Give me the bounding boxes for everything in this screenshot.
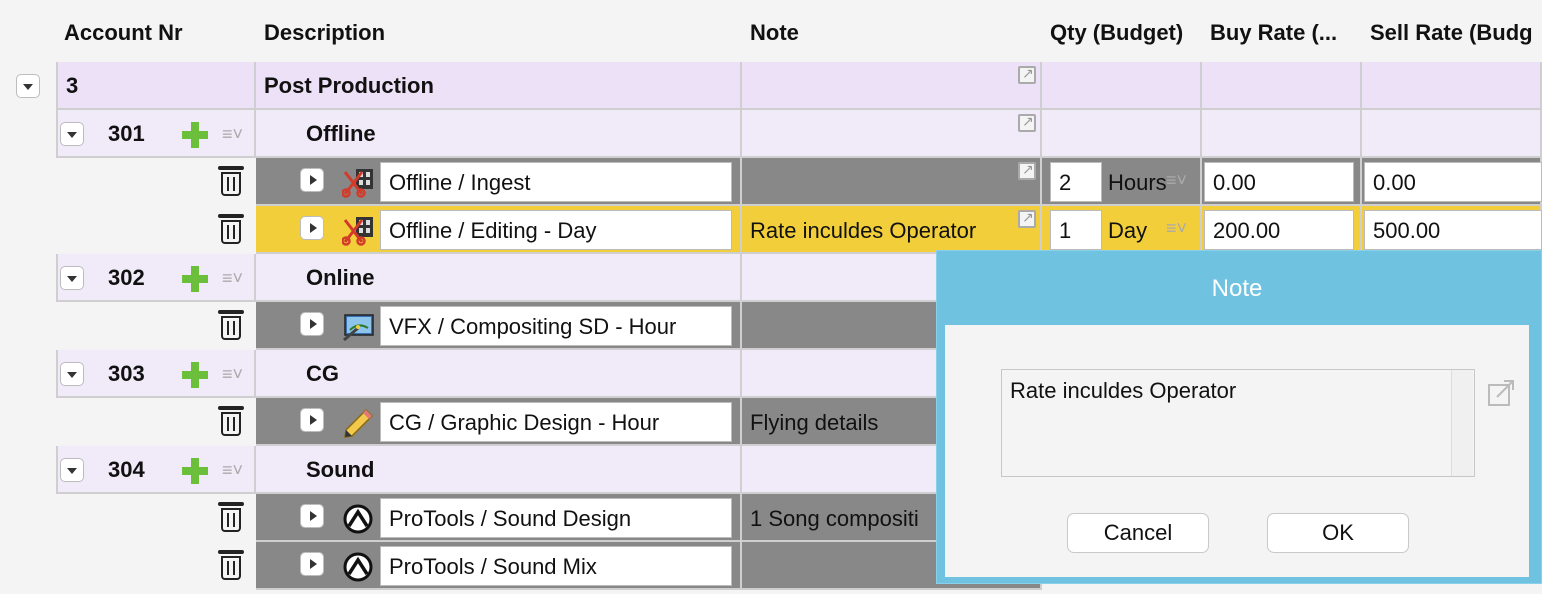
col-qty[interactable]: Qty (Budget) [1050, 20, 1184, 45]
group-row: 301 ≡˅ Offline [0, 110, 1542, 158]
table-header: Account Nr Description Note Qty (Budget)… [0, 0, 1542, 62]
sell-rate-field[interactable]: 0.00 [1364, 162, 1542, 202]
collapse-toggle[interactable] [16, 74, 40, 98]
unit-select[interactable]: Hours [1108, 170, 1167, 195]
trash-icon[interactable] [218, 310, 244, 342]
expand-toggle[interactable] [300, 312, 324, 336]
expand-toggle[interactable] [300, 168, 324, 192]
add-item-icon[interactable] [180, 120, 210, 150]
expand-note-icon[interactable] [1018, 209, 1036, 228]
unit-select[interactable]: Day [1108, 218, 1148, 243]
note-cell[interactable] [742, 158, 1042, 206]
col-buy-rate[interactable]: Buy Rate (... [1210, 20, 1338, 45]
trash-icon[interactable] [218, 406, 244, 438]
monitor-wand-icon [343, 314, 374, 342]
qty-field[interactable]: 1 [1050, 210, 1102, 250]
account-nr: 302 [108, 265, 145, 290]
cancel-button[interactable]: Cancel [1067, 513, 1209, 553]
unit-menu-icon[interactable]: ≡˅ [1166, 218, 1188, 238]
buy-rate-field[interactable]: 200.00 [1204, 210, 1354, 250]
group-title: Offline [306, 121, 376, 146]
ok-button[interactable]: OK [1267, 513, 1409, 553]
description-field[interactable]: Offline / Editing - Day [380, 210, 732, 250]
add-item-icon[interactable] [180, 360, 210, 390]
collapse-toggle[interactable] [60, 362, 84, 386]
film-scissors-icon [342, 169, 373, 198]
group-title: Online [306, 265, 375, 290]
trash-icon[interactable] [218, 214, 244, 246]
textarea-scrollbar[interactable] [1451, 370, 1473, 476]
col-description[interactable]: Description [264, 20, 386, 45]
description-field[interactable]: CG / Graphic Design - Hour [380, 402, 732, 442]
dialog-title: Note [1211, 275, 1263, 302]
row-menu-icon[interactable]: ≡˅ [222, 364, 244, 384]
row-menu-icon[interactable]: ≡˅ [222, 124, 244, 144]
col-note[interactable]: Note [750, 20, 799, 45]
expand-toggle[interactable] [300, 504, 324, 528]
collapse-toggle[interactable] [60, 266, 84, 290]
description-field[interactable]: ProTools / Sound Mix [380, 546, 732, 586]
unit-menu-icon[interactable]: ≡˅ [1166, 170, 1188, 190]
description-field[interactable]: VFX / Compositing SD - Hour [380, 306, 732, 346]
expand-note-icon[interactable] [1018, 161, 1036, 180]
section-title: Post Production [264, 73, 434, 98]
protools-icon [343, 552, 373, 582]
description-field[interactable]: ProTools / Sound Design [380, 498, 732, 538]
collapse-toggle[interactable] [60, 122, 84, 146]
section-row: 3 Post Production [0, 62, 1542, 110]
account-nr: 304 [108, 457, 145, 482]
expand-note-icon[interactable] [1018, 113, 1036, 132]
expand-toggle[interactable] [300, 552, 324, 576]
row-menu-icon[interactable]: ≡˅ [222, 268, 244, 288]
note-textarea[interactable]: Rate inculdes Operator [1001, 369, 1475, 477]
add-item-icon[interactable] [180, 456, 210, 486]
account-nr: 301 [108, 121, 145, 146]
group-title: Sound [306, 457, 375, 482]
trash-icon[interactable] [218, 166, 244, 198]
qty-field[interactable]: 2 [1050, 162, 1102, 202]
trash-icon[interactable] [218, 502, 244, 534]
protools-icon [343, 504, 373, 534]
item-row: Offline / Ingest 2 Hours ≡˅ 0.00 0.00 [0, 158, 1542, 206]
expand-note-icon[interactable] [1487, 379, 1515, 407]
group-title: CG [306, 361, 339, 386]
collapse-toggle[interactable] [60, 458, 84, 482]
row-menu-icon[interactable]: ≡˅ [222, 460, 244, 480]
add-item-icon[interactable] [180, 264, 210, 294]
note-cell[interactable]: Rate inculdes Operator [742, 206, 1042, 254]
dialog-body: Rate inculdes Operator Cancel OK [945, 325, 1529, 577]
film-scissors-icon [342, 217, 373, 246]
expand-toggle[interactable] [300, 408, 324, 432]
expand-note-icon[interactable] [1018, 65, 1036, 84]
sell-rate-field[interactable]: 500.00 [1364, 210, 1542, 250]
description-field[interactable]: Offline / Ingest [380, 162, 732, 202]
col-sell-rate[interactable]: Sell Rate (Budg [1370, 20, 1533, 45]
account-nr: 3 [66, 73, 79, 98]
account-nr: 303 [108, 361, 145, 386]
col-account-nr[interactable]: Account Nr [64, 20, 183, 45]
note-dialog: Note Rate inculdes Operator Cancel OK [936, 250, 1542, 584]
pencil-icon [344, 408, 374, 438]
trash-icon[interactable] [218, 550, 244, 582]
item-row-selected: Offline / Editing - Day Rate inculdes Op… [0, 206, 1542, 254]
expand-toggle[interactable] [300, 216, 324, 240]
buy-rate-field[interactable]: 0.00 [1204, 162, 1354, 202]
